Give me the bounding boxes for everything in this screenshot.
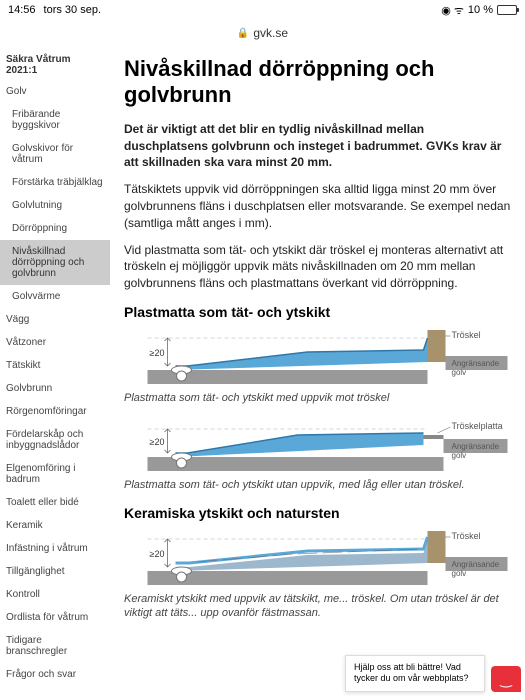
sidebar-item-0[interactable]: Golv [0, 80, 110, 103]
url-bar[interactable]: 🔒 gvk.se [0, 20, 525, 46]
wifi-icon: ◉ ᯤ [441, 3, 464, 18]
sidebar-item-3[interactable]: Förstärka träbjälklag [0, 171, 110, 194]
svg-text:Tröskel: Tröskel [452, 330, 481, 340]
battery-text: 10 % [468, 4, 493, 16]
feedback-popup[interactable]: Hjälp oss att bli bättre! Vad tycker du … [345, 655, 485, 692]
sidebar-item-17[interactable]: Infästning i våtrum [0, 537, 110, 560]
sidebar-item-8[interactable]: Vägg [0, 308, 110, 331]
chat-face-icon: ‿ [500, 671, 511, 688]
heading-plastmatta: Plastmatta som tät- och ytskikt [124, 304, 511, 320]
chat-button[interactable]: ‿ [491, 666, 521, 692]
diagram-3: Tröskel Angränsande golv ≥20 [124, 529, 511, 585]
sidebar-item-13[interactable]: Fördelarskåp och inbyggnadslådor [0, 423, 110, 457]
battery-icon [497, 5, 517, 15]
diagram-2: Tröskelplatta Angränsande golv ≥20 [124, 415, 511, 471]
sidebar-item-11[interactable]: Golvbrunn [0, 377, 110, 400]
svg-text:Tröskel: Tröskel [452, 531, 481, 541]
caption-1: Plastmatta som tät- och ytskikt med uppv… [124, 391, 511, 405]
status-date: tors 30 sep. [44, 4, 101, 16]
diagram-1: Tröskel Angränsande golv ≥20 [124, 328, 511, 384]
sidebar-item-20[interactable]: Ordlista för våtrum [0, 606, 110, 629]
sidebar-item-14[interactable]: Elgenomföring i badrum [0, 457, 110, 491]
sidebar-item-22[interactable]: Frågor och svar [0, 663, 110, 686]
sidebar-item-16[interactable]: Keramik [0, 514, 110, 537]
status-bar: 14:56 tors 30 sep. ◉ ᯤ 10 % [0, 0, 525, 20]
svg-text:Angränsande: Angränsande [452, 442, 500, 451]
sidebar-title: Säkra Våtrum 2021:1 [0, 50, 110, 80]
sidebar-item-2[interactable]: Golvskivor för våtrum [0, 137, 110, 171]
sidebar-item-1[interactable]: Fribärande byggskivor [0, 103, 110, 137]
svg-text:≥20: ≥20 [150, 549, 165, 559]
svg-text:golv: golv [452, 368, 467, 377]
sidebar-item-21[interactable]: Tidigare branschregler [0, 629, 110, 663]
page-title: Nivåskillnad dörröppning och golvbrunn [124, 56, 511, 109]
svg-text:Angränsande: Angränsande [452, 359, 500, 368]
paragraph-1: Tätskiktets uppvik vid dörröppningen ska… [124, 181, 511, 231]
url-text: gvk.se [253, 26, 288, 40]
lead-paragraph: Det är viktigt att det blir en tydlig ni… [124, 121, 511, 171]
sidebar: Säkra Våtrum 2021:1 GolvFribärande byggs… [0, 46, 110, 700]
svg-text:golv: golv [452, 451, 467, 460]
heading-keramiska: Keramiska ytskikt och natursten [124, 505, 511, 521]
sidebar-item-9[interactable]: Våtzoner [0, 331, 110, 354]
lock-icon: 🔒 [237, 28, 249, 39]
paragraph-2: Vid plastmatta som tät- och ytskikt där … [124, 242, 511, 292]
sidebar-item-6[interactable]: Nivåskillnad dörröppning och golvbrunn [0, 240, 110, 285]
sidebar-item-5[interactable]: Dörröppning [0, 217, 110, 240]
svg-text:≥20: ≥20 [150, 437, 165, 447]
sidebar-item-12[interactable]: Rörgenomföringar [0, 400, 110, 423]
sidebar-item-10[interactable]: Tätskikt [0, 354, 110, 377]
svg-text:Angränsande: Angränsande [452, 560, 500, 569]
caption-3: Keramiskt ytskikt med uppvik av tätskikt… [124, 592, 511, 621]
svg-text:golv: golv [452, 569, 467, 578]
status-time: 14:56 [8, 4, 36, 16]
sidebar-item-18[interactable]: Tillgänglighet [0, 560, 110, 583]
sidebar-item-15[interactable]: Toalett eller bidé [0, 491, 110, 514]
sidebar-item-4[interactable]: Golvlutning [0, 194, 110, 217]
sidebar-item-7[interactable]: Golvvärme [0, 285, 110, 308]
svg-text:Tröskelplatta: Tröskelplatta [452, 421, 503, 431]
main-content: Nivåskillnad dörröppning och golvbrunn D… [110, 46, 525, 700]
sidebar-item-19[interactable]: Kontroll [0, 583, 110, 606]
svg-text:≥20: ≥20 [150, 348, 165, 358]
feedback-text: Hjälp oss att bli bättre! Vad tycker du … [354, 662, 469, 684]
caption-2: Plastmatta som tät- och ytskikt utan upp… [124, 478, 511, 492]
